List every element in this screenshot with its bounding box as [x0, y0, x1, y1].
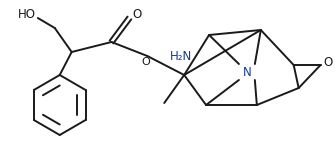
Text: O: O	[132, 9, 142, 21]
Text: O: O	[324, 57, 333, 69]
Text: N: N	[243, 66, 251, 78]
Text: O: O	[141, 57, 150, 67]
Text: H₂N: H₂N	[170, 51, 193, 63]
Text: HO: HO	[18, 8, 36, 21]
